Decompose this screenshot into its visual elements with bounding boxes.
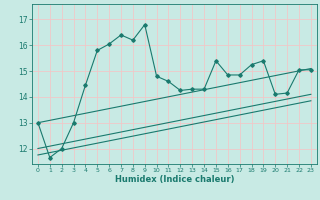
- X-axis label: Humidex (Indice chaleur): Humidex (Indice chaleur): [115, 175, 234, 184]
